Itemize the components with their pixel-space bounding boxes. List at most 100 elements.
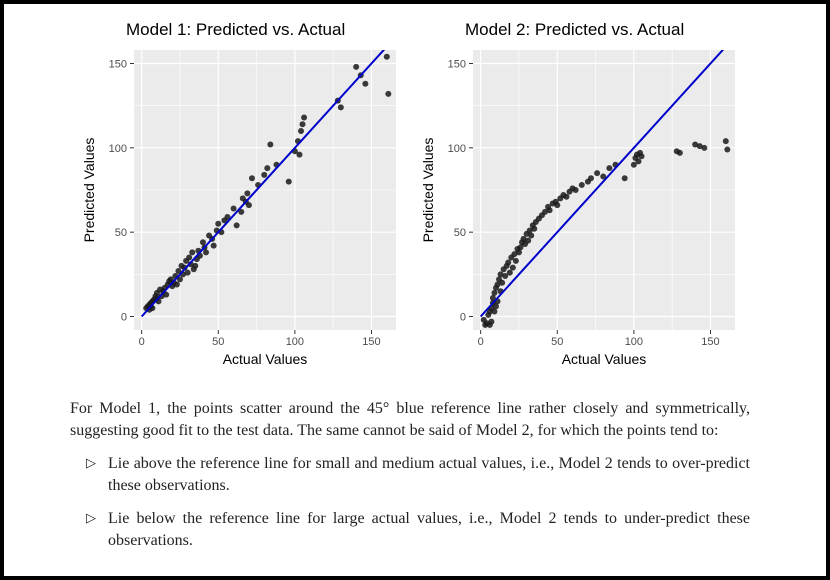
- data-point: [526, 227, 533, 234]
- x-tick-label: 0: [478, 336, 484, 348]
- data-point: [210, 242, 217, 249]
- y-tick-label: 50: [454, 227, 466, 239]
- data-layer: [140, 50, 392, 318]
- data-point: [245, 202, 252, 209]
- data-point: [238, 208, 245, 215]
- y-tick-label: 150: [109, 58, 127, 70]
- data-point: [638, 153, 645, 160]
- data-point: [511, 251, 518, 258]
- data-point: [299, 121, 306, 128]
- page: Model 1: Predicted vs. Actual 0 50 100 150 0 5…: [4, 4, 826, 576]
- data-point: [184, 269, 191, 276]
- data-point: [362, 80, 369, 87]
- data-point: [542, 208, 549, 215]
- data-point: [385, 90, 392, 97]
- y-tick-label: 50: [115, 227, 127, 239]
- data-point: [298, 127, 305, 134]
- data-point: [701, 144, 708, 151]
- data-point: [630, 161, 637, 168]
- data-point: [192, 262, 199, 269]
- data-point: [285, 178, 292, 185]
- body-text: For Model 1, the points scatter around t…: [70, 398, 750, 563]
- data-point: [692, 141, 699, 148]
- data-point: [203, 249, 210, 256]
- reference-line: [140, 50, 386, 318]
- y-axis-title: Predicted Values: [81, 138, 97, 243]
- data-point: [261, 171, 268, 178]
- data-point: [383, 53, 390, 60]
- data-point: [492, 303, 499, 310]
- y-tick-label: 100: [109, 143, 127, 155]
- data-point: [515, 249, 522, 256]
- data-point: [215, 220, 222, 227]
- data-point: [572, 187, 579, 193]
- y-axis-title: Predicted Values: [420, 138, 436, 243]
- paragraph: For Model 1, the points scatter around t…: [70, 400, 750, 439]
- x-tick-label: 100: [625, 336, 643, 348]
- data-point: [528, 232, 535, 239]
- data-point: [621, 175, 628, 182]
- y-tick-label: 0: [121, 312, 127, 324]
- triangle-bullet-icon: ▷: [86, 511, 96, 526]
- data-point: [578, 181, 585, 188]
- y-tick-label: 100: [448, 143, 466, 155]
- y-tick-label: 0: [460, 312, 466, 324]
- data-point: [554, 202, 561, 209]
- data-point: [506, 269, 513, 276]
- chart-title: Model 2: Predicted vs. Actual: [465, 20, 684, 39]
- data-point: [189, 249, 196, 256]
- data-point: [546, 207, 553, 214]
- data-point: [494, 281, 501, 288]
- bullet-text: Lie below the reference line for large a…: [108, 510, 750, 549]
- data-point: [296, 151, 303, 158]
- data-point: [248, 175, 255, 182]
- data-point: [301, 114, 308, 121]
- data-point: [499, 279, 506, 286]
- data-point: [186, 254, 193, 261]
- data-point: [594, 170, 601, 177]
- bullet-item: ▷ Lie above the reference line for small…: [70, 453, 750, 496]
- data-point: [696, 143, 703, 150]
- data-point: [244, 190, 251, 197]
- bullet-text: Lie above the reference line for small a…: [108, 455, 750, 494]
- data-point: [724, 146, 731, 153]
- data-point: [337, 104, 344, 111]
- data-point: [563, 193, 570, 200]
- data-point: [587, 175, 594, 182]
- data-point: [497, 271, 504, 278]
- data-point: [224, 213, 231, 220]
- x-tick-label: 50: [551, 336, 563, 348]
- data-point: [722, 138, 729, 145]
- data-point: [502, 273, 509, 280]
- data-point: [635, 158, 642, 165]
- bullet-list: ▷ Lie above the reference line for small…: [70, 453, 750, 551]
- reference-line: [479, 50, 725, 318]
- x-tick-label: 0: [139, 336, 145, 348]
- data-point: [173, 281, 180, 288]
- x-tick-label: 100: [286, 336, 304, 348]
- x-axis-title: Actual Values: [223, 351, 308, 367]
- data-point: [264, 165, 271, 172]
- data-point: [489, 294, 496, 301]
- data-point: [199, 239, 206, 246]
- data-point: [509, 264, 516, 271]
- data-point: [531, 225, 538, 232]
- data-point: [176, 276, 183, 283]
- data-point: [267, 141, 274, 148]
- y-tick-label: 150: [448, 58, 466, 70]
- figure: Model 1: Predicted vs. Actual 0 50 100 150 0 5…: [4, 4, 826, 384]
- chart-title: Model 1: Predicted vs. Actual: [126, 20, 345, 39]
- data-point: [491, 289, 498, 296]
- model-2-scatter-plot: Model 2: Predicted vs. Actual 0 50 100 150 0 5…: [420, 20, 735, 367]
- data-layer: [479, 50, 731, 328]
- model-1-scatter-plot: Model 1: Predicted vs. Actual 0 50 100 150 0 5…: [81, 20, 396, 367]
- data-point: [163, 291, 170, 298]
- data-point: [600, 173, 607, 180]
- x-tick-label: 150: [701, 336, 719, 348]
- data-point: [512, 257, 519, 264]
- x-axis-title: Actual Values: [562, 351, 647, 367]
- x-tick-label: 150: [362, 336, 380, 348]
- data-point: [488, 318, 495, 325]
- triangle-bullet-icon: ▷: [86, 456, 96, 471]
- data-point: [491, 308, 498, 315]
